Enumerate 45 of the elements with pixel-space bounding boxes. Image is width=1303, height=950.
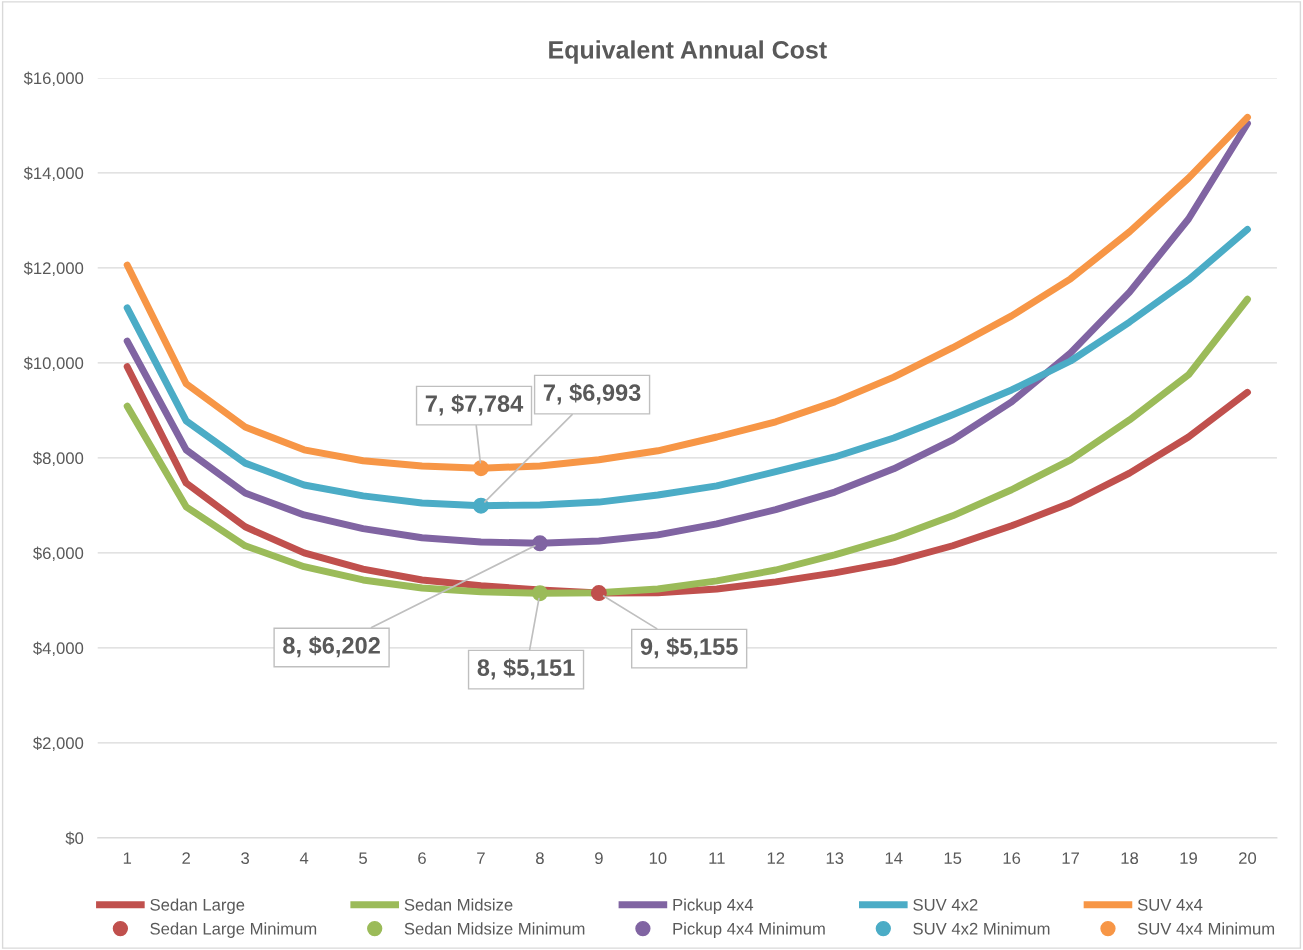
y-tick-label: $16,000 — [23, 71, 84, 87]
legend-label: Sedan Large — [150, 898, 245, 915]
data-label: 9, $5,155 — [640, 637, 738, 659]
legend-label: SUV 4x2 Minimum — [913, 922, 1050, 935]
legend-label: Sedan Midsize Minimum — [404, 922, 585, 935]
data-label: 8, $5,151 — [477, 658, 575, 680]
x-tick-label: 18 — [1121, 852, 1139, 865]
legend-label: Pickup 4x4 — [673, 898, 754, 915]
x-tick-label: 10 — [649, 852, 667, 865]
legend-label: SUV 4x4 Minimum — [1137, 922, 1275, 935]
data-label: 7, $6,993 — [543, 383, 641, 405]
x-tick-label: 9 — [595, 852, 603, 865]
x-tick-label: 1 — [123, 852, 132, 864]
chart-title: Equivalent Annual Cost — [549, 40, 827, 64]
x-tick-label: 16 — [1003, 852, 1021, 865]
legend-label: Sedan Large Minimum — [150, 922, 317, 938]
x-tick-label: 5 — [359, 852, 367, 865]
y-tick-label: $8,000 — [33, 451, 84, 467]
legend-label: SUV 4x4 — [1137, 898, 1203, 911]
x-tick-label: 19 — [1180, 852, 1197, 865]
data-label: 7, $7,784 — [425, 394, 524, 416]
x-tick-label: 15 — [944, 852, 962, 865]
x-tick-label: 14 — [885, 852, 903, 864]
y-tick-label: $12,000 — [23, 261, 84, 277]
legend-label: Sedan Midsize — [404, 898, 513, 911]
x-tick-label: 13 — [826, 852, 844, 865]
x-tick-label: 6 — [418, 852, 426, 865]
x-tick-label: 8 — [536, 852, 544, 865]
x-tick-label: 12 — [767, 852, 785, 864]
legend-label: SUV 4x2 — [913, 898, 978, 911]
y-tick-label: $4,000 — [33, 641, 84, 657]
y-tick-label: $2,000 — [33, 736, 84, 752]
legend-label: Pickup 4x4 Minimum — [673, 922, 825, 938]
x-tick-label: 2 — [182, 852, 190, 864]
x-tick-label: 3 — [241, 852, 250, 865]
data-label: 8, $6,202 — [283, 636, 380, 658]
x-tick-label: 11 — [709, 852, 725, 864]
y-tick-label: $14,000 — [23, 166, 84, 182]
x-tick-label: 7 — [477, 852, 485, 864]
x-tick-label: 17 — [1062, 852, 1080, 864]
y-tick-label: $6,000 — [33, 546, 84, 562]
x-tick-label: 20 — [1239, 852, 1257, 865]
x-tick-label: 4 — [299, 852, 309, 864]
y-tick-label: $0 — [65, 831, 84, 846]
y-tick-label: $10,000 — [23, 356, 84, 372]
